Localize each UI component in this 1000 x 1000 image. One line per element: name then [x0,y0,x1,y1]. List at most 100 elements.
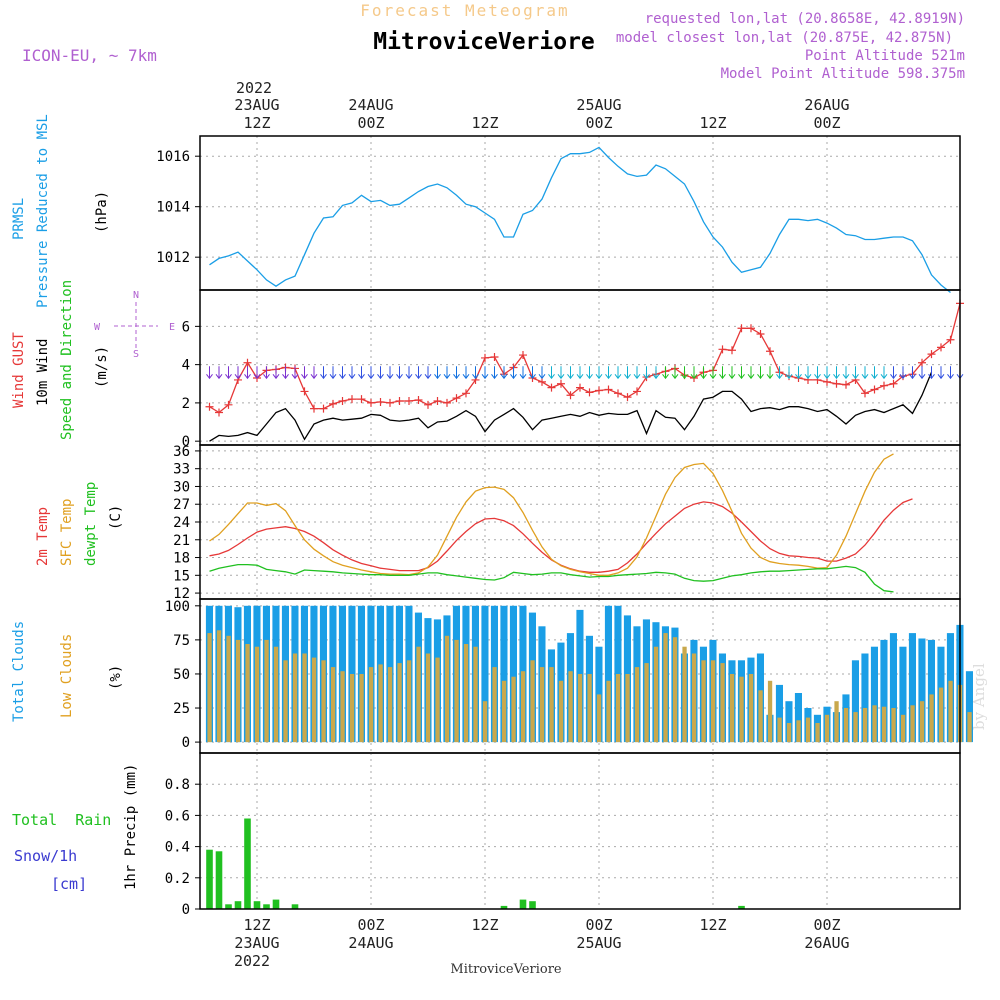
total-cloud-bar [794,693,802,743]
bottom-hour-label: 00Z [357,916,384,934]
panel-3: 0 25 50 75 100 [165,598,973,754]
gust-marker [300,387,309,396]
rain-bar [519,899,527,909]
low-cloud-bar [264,639,269,743]
low-cloud-bar [891,708,896,743]
wind-arrow [253,366,261,380]
compass-e: E [169,322,175,333]
panel-frame [199,752,961,910]
gust-marker [937,343,945,352]
rain-bar [263,904,270,909]
wind-arrow [405,366,413,380]
low-cloud-bar [682,646,687,743]
total-cloud-bar [775,684,783,743]
low-cloud-bar [558,680,564,743]
bottom-hour-label: 12Z [471,916,498,934]
wind-arrow [548,366,555,380]
wind-arrow [519,366,527,380]
total-cloud-bar [851,660,859,743]
top-hour-label: 00Z [813,114,840,132]
low-cloud-bar [454,639,459,743]
gust-marker [718,345,727,354]
low-cloud-bar [207,633,212,743]
gust-marker [557,379,565,388]
wind-arrow [415,366,422,380]
low-cloud-bar [530,660,535,743]
gust-marker [329,399,337,408]
gust-marker [443,398,451,407]
low-cloud-bar [653,646,659,743]
cloud-units: (%) [108,665,124,690]
y-tick-label: 0 [182,434,190,450]
top-date-label: 24AUG [348,96,393,114]
y-tick-label: 30 [173,479,190,495]
bottom-hour-label: 00Z [813,916,840,934]
low-cloud-bar [406,660,412,743]
low-cloud-bar [482,701,488,743]
gust-marker [348,395,356,404]
wind-arrow [206,366,213,380]
total-cloud-bar [500,605,508,743]
wind-arrow [823,366,831,380]
gust-marker [946,335,955,344]
low-cloud-bar [786,723,792,743]
gust-marker [452,394,461,403]
y-tick-label: 0.6 [165,808,190,824]
low-cloud-bar [435,657,440,743]
low-cloud-bar [330,667,336,743]
low-cloud-bar [625,674,630,743]
wind-arrow [462,366,470,380]
compass-s: S [133,349,139,360]
wind-arrow [709,366,717,380]
gust-marker [414,396,423,405]
wind-arrow [500,366,508,380]
wind-arrow [785,366,793,380]
gust-marker [756,330,765,339]
low-cloud-bar [729,674,735,743]
low-cloud-bar [378,664,383,743]
rain-bar [272,899,280,909]
precip-units: 1hr Precip (mm) [123,764,139,890]
low-cloud-bar [919,701,925,743]
wind-arrow [576,366,584,380]
wind-arrow [215,366,223,380]
gust-marker [433,396,442,405]
y-tick-label: 100 [165,599,190,615]
gust-marker [576,383,584,392]
low-cloud-bar [283,660,288,743]
gust-marker [747,324,755,333]
low-cloud-bar [539,667,545,743]
wind-arrow [377,366,384,380]
low-cloud-bar [910,705,915,743]
wind-arrow [472,366,479,380]
total-cloud-bar [604,605,612,743]
wind-arrow [833,366,840,380]
top-hour-label: 00Z [357,114,384,132]
wind-arrow [633,366,641,380]
rain-bar [225,904,232,909]
wind-arrow [234,366,242,380]
gust-marker [889,379,898,388]
wind-arrow [643,366,650,380]
gust-marker [481,353,489,362]
low-cloud-bar [397,663,402,743]
low-cloud-bar [501,680,507,743]
low-cloud-bar [568,671,573,743]
gust-marker [215,408,223,417]
y-tick-label: 21 [173,533,190,549]
wind-arrow [272,366,280,380]
low-cloud-bar [929,694,934,743]
wind-arrow [947,366,954,380]
low-cloud-bar [853,712,858,743]
gust-marker [766,347,774,356]
wind-direction-label: Speed and Direction [59,280,75,440]
gust-marker [842,380,850,389]
low-cloud-bar [254,646,260,743]
top-hour-label: 12Z [699,114,726,132]
wind-arrow [776,366,783,380]
wind-arrow [329,366,337,380]
low-cloud-bar [302,653,307,743]
model-point-altitude: Model Point Altitude 598.375m [721,66,965,82]
